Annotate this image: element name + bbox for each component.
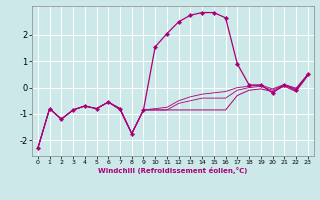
X-axis label: Windchill (Refroidissement éolien,°C): Windchill (Refroidissement éolien,°C) [98,167,247,174]
